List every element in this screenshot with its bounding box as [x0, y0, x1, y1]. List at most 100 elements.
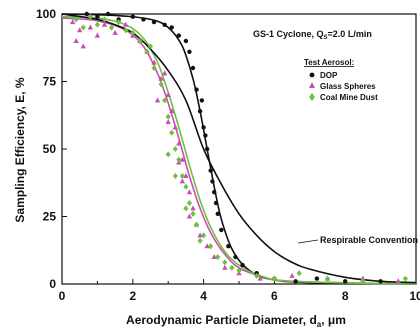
x-axis-label: Aerodynamic Particle Diameter, da, μm: [126, 313, 346, 329]
point-glass-spheres: [222, 264, 228, 270]
point-glass-spheres: [123, 21, 129, 27]
point-dop: [151, 19, 157, 25]
point-coal-mine-dust: [165, 113, 171, 120]
y-tick-label: 100: [36, 7, 56, 21]
point-glass-spheres: [257, 275, 263, 281]
point-dop: [378, 279, 383, 284]
point-dop: [203, 133, 208, 138]
point-glass-spheres: [169, 108, 175, 114]
point-glass-spheres: [204, 243, 210, 249]
point-glass-spheres: [176, 140, 182, 146]
point-coal-mine-dust: [360, 278, 366, 285]
point-glass-spheres: [211, 254, 217, 259]
x-tick-label: 2: [129, 289, 136, 303]
point-coal-mine-dust: [193, 221, 200, 228]
point-dop: [169, 25, 174, 30]
respirable-callout-line: [297, 239, 319, 244]
point-coal-mine-dust: [130, 29, 136, 36]
point-dop: [204, 146, 210, 152]
point-glass-spheres: [158, 75, 164, 81]
point-dop: [183, 38, 189, 44]
point-glass-spheres: [179, 156, 186, 162]
point-dop: [197, 109, 203, 114]
x-tick-label: 0: [59, 289, 66, 303]
point-coal-mine-dust: [229, 264, 235, 271]
point-coal-mine-dust: [144, 48, 150, 55]
point-dop: [208, 168, 213, 173]
point-glass-spheres: [101, 21, 108, 27]
point-dop: [130, 14, 135, 19]
point-coal-mine-dust: [123, 27, 129, 34]
point-coal-mine-dust: [87, 13, 93, 20]
legend-item-glass-spheres: Glass Spheres: [309, 82, 376, 91]
plot-area: [61, 13, 417, 285]
point-coal-mine-dust: [183, 183, 189, 190]
point-coal-mine-dust: [169, 129, 175, 136]
point-dop: [213, 200, 219, 206]
x-tick-label: 10: [409, 289, 420, 303]
point-coal-mine-dust: [236, 267, 242, 274]
point-dop: [314, 276, 320, 281]
point-dop: [201, 125, 206, 130]
point-dop: [240, 262, 245, 268]
point-glass-spheres: [186, 189, 193, 195]
point-glass-spheres: [395, 278, 401, 284]
point-coal-mine-dust: [271, 275, 277, 282]
point-coal-mine-dust: [158, 81, 164, 88]
legend-label-coal-mine-dust: Coal Mine Dust: [320, 93, 378, 102]
point-coal-mine-dust: [324, 275, 331, 282]
y-tick-label: 50: [43, 142, 57, 156]
point-glass-spheres: [151, 59, 157, 65]
annotation-title: GS-1 Cyclone, QS=2.0 L/min: [253, 29, 372, 41]
point-coal-mine-dust: [208, 243, 214, 250]
point-dop: [162, 22, 167, 27]
y-tick-label: 0: [49, 277, 56, 291]
y-tick-label: 75: [43, 75, 57, 89]
point-dop: [233, 254, 238, 260]
point-coal-mine-dust: [183, 205, 189, 212]
point-coal-mine-dust: [402, 275, 408, 282]
point-glass-spheres: [197, 232, 203, 238]
point-coal-mine-dust: [222, 259, 228, 266]
point-coal-mine-dust: [165, 151, 171, 158]
legend-marker-glass-spheres: [309, 82, 315, 88]
y-tick-label: 25: [43, 210, 57, 224]
point-coal-mine-dust: [176, 156, 182, 163]
point-coal-mine-dust: [201, 232, 207, 239]
point-coal-mine-dust: [147, 43, 154, 50]
point-coal-mine-dust: [94, 21, 100, 28]
point-dop: [226, 244, 231, 249]
point-glass-spheres: [183, 173, 189, 178]
point-glass-spheres: [154, 97, 161, 103]
point-dop: [293, 279, 298, 284]
point-coal-mine-dust: [197, 237, 203, 244]
legend-marker-dop: [309, 72, 315, 78]
legend-marker-coal-mine-dust: [309, 93, 315, 101]
point-coal-mine-dust: [116, 19, 122, 26]
point-coal-mine-dust: [179, 173, 185, 179]
point-glass-spheres: [186, 213, 193, 219]
point-coal-mine-dust: [162, 97, 168, 104]
point-dop: [187, 49, 192, 54]
point-glass-spheres: [165, 92, 171, 97]
point-coal-mine-dust: [73, 16, 79, 23]
respirable-convention-label: Respirable Convention: [320, 235, 418, 245]
point-dop: [219, 227, 224, 233]
point-glass-spheres: [73, 38, 79, 43]
legend-item-coal-mine-dust: Coal Mine Dust: [309, 93, 378, 102]
point-glass-spheres: [172, 124, 178, 130]
point-dop: [199, 98, 205, 103]
point-coal-mine-dust: [137, 38, 143, 44]
point-coal-mine-dust: [80, 24, 86, 31]
legend-item-dop: DOP: [309, 71, 338, 80]
legend-label-glass-spheres: Glass Spheres: [320, 82, 376, 91]
point-glass-spheres: [77, 27, 83, 33]
point-dop: [176, 33, 182, 38]
point-dop: [215, 211, 220, 216]
point-coal-mine-dust: [101, 16, 108, 23]
point-glass-spheres: [289, 272, 295, 278]
point-glass-spheres: [360, 275, 366, 281]
point-glass-spheres: [190, 205, 196, 211]
point-glass-spheres: [69, 19, 76, 25]
